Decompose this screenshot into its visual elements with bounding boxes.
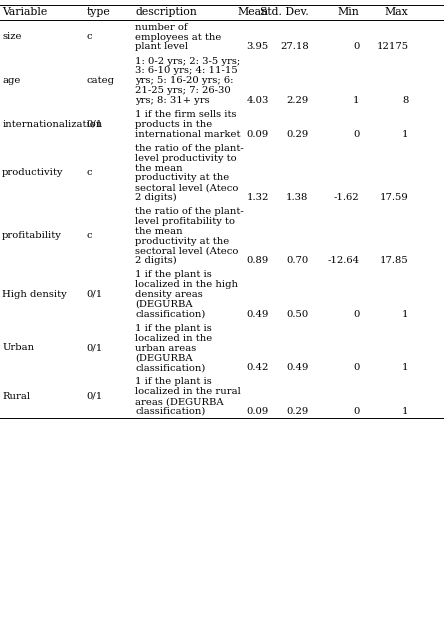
- Text: classification): classification): [135, 310, 206, 319]
- Text: 1: 1: [402, 407, 408, 416]
- Text: 4.03: 4.03: [246, 96, 269, 105]
- Text: employees at the: employees at the: [135, 32, 222, 42]
- Text: 21-25 yrs; 7: 26-30: 21-25 yrs; 7: 26-30: [135, 86, 231, 95]
- Text: 0.29: 0.29: [286, 407, 309, 416]
- Text: 8: 8: [402, 96, 408, 105]
- Text: international market: international market: [135, 129, 241, 139]
- Text: Urban: Urban: [2, 343, 34, 352]
- Text: 0: 0: [353, 407, 360, 416]
- Text: number of: number of: [135, 22, 188, 32]
- Text: Max: Max: [385, 7, 408, 17]
- Text: 0/1: 0/1: [87, 343, 103, 352]
- Text: 0/1: 0/1: [87, 392, 103, 401]
- Text: 27.18: 27.18: [280, 42, 309, 52]
- Text: High density: High density: [2, 290, 67, 299]
- Text: 0.70: 0.70: [286, 256, 309, 266]
- Text: plant level: plant level: [135, 42, 188, 52]
- Text: productivity at the: productivity at the: [135, 236, 230, 246]
- Text: description: description: [135, 7, 197, 17]
- Text: (DEGURBA: (DEGURBA: [135, 353, 193, 363]
- Text: classification): classification): [135, 407, 206, 416]
- Text: 1: 1: [402, 363, 408, 373]
- Text: yrs; 5: 16-20 yrs; 6:: yrs; 5: 16-20 yrs; 6:: [135, 76, 234, 85]
- Text: sectoral level (Ateco: sectoral level (Ateco: [135, 183, 239, 192]
- Text: 1.38: 1.38: [286, 193, 309, 202]
- Text: 0.49: 0.49: [246, 310, 269, 319]
- Text: areas (DEGURBA: areas (DEGURBA: [135, 397, 224, 406]
- Text: 2 digits): 2 digits): [135, 256, 177, 266]
- Text: level profitability to: level profitability to: [135, 217, 235, 226]
- Text: localized in the rural: localized in the rural: [135, 388, 241, 396]
- Text: c: c: [87, 32, 92, 41]
- Text: 1 if the plant is: 1 if the plant is: [135, 271, 212, 279]
- Text: density areas: density areas: [135, 290, 203, 299]
- Text: the mean: the mean: [135, 227, 183, 236]
- Text: Min: Min: [338, 7, 360, 17]
- Text: 0.89: 0.89: [246, 256, 269, 266]
- Text: 0.09: 0.09: [246, 407, 269, 416]
- Text: age: age: [2, 76, 20, 85]
- Text: 17.59: 17.59: [380, 193, 408, 202]
- Text: -1.62: -1.62: [334, 193, 360, 202]
- Text: 0: 0: [353, 129, 360, 139]
- Text: (DEGURBA: (DEGURBA: [135, 300, 193, 309]
- Text: 2 digits): 2 digits): [135, 193, 177, 202]
- Text: c: c: [87, 231, 92, 241]
- Text: 2.29: 2.29: [286, 96, 309, 105]
- Text: 0: 0: [353, 310, 360, 319]
- Text: 0.50: 0.50: [286, 310, 309, 319]
- Text: 3.95: 3.95: [246, 42, 269, 52]
- Text: profitability: profitability: [2, 231, 62, 241]
- Text: 0: 0: [353, 42, 360, 52]
- Text: internationalization: internationalization: [2, 119, 103, 129]
- Text: 0.49: 0.49: [286, 363, 309, 373]
- Text: 1 if the plant is: 1 if the plant is: [135, 378, 212, 386]
- Text: 3: 6-10 yrs; 4: 11-15: 3: 6-10 yrs; 4: 11-15: [135, 67, 238, 75]
- Text: type: type: [87, 7, 110, 17]
- Text: Std. Dev.: Std. Dev.: [260, 7, 309, 17]
- Text: 0/1: 0/1: [87, 119, 103, 129]
- Text: Variable: Variable: [2, 7, 48, 17]
- Text: 0.09: 0.09: [246, 129, 269, 139]
- Text: localized in the: localized in the: [135, 334, 213, 343]
- Text: -12.64: -12.64: [328, 256, 360, 266]
- Text: localized in the high: localized in the high: [135, 281, 238, 289]
- Text: productivity: productivity: [2, 168, 64, 177]
- Text: classification): classification): [135, 363, 206, 373]
- Text: 1.32: 1.32: [246, 193, 269, 202]
- Text: size: size: [2, 32, 22, 41]
- Text: 1: 1: [402, 310, 408, 319]
- Text: the mean: the mean: [135, 164, 183, 172]
- Text: sectoral level (Ateco: sectoral level (Ateco: [135, 246, 239, 256]
- Text: Rural: Rural: [2, 392, 30, 401]
- Text: productivity at the: productivity at the: [135, 174, 230, 182]
- Text: 1 if the firm sells its: 1 if the firm sells its: [135, 110, 237, 119]
- Text: 0.42: 0.42: [246, 363, 269, 373]
- Text: c: c: [87, 168, 92, 177]
- Text: 1 if the plant is: 1 if the plant is: [135, 324, 212, 333]
- Text: Mean: Mean: [238, 7, 269, 17]
- Text: categ: categ: [87, 76, 115, 85]
- Text: 12175: 12175: [377, 42, 408, 52]
- Text: 1: 0-2 yrs; 2: 3-5 yrs;: 1: 0-2 yrs; 2: 3-5 yrs;: [135, 57, 241, 65]
- Text: 17.85: 17.85: [380, 256, 408, 266]
- Text: 1: 1: [353, 96, 360, 105]
- Text: 0: 0: [353, 363, 360, 373]
- Text: products in the: products in the: [135, 120, 213, 129]
- Text: 0/1: 0/1: [87, 290, 103, 299]
- Text: yrs; 8: 31+ yrs: yrs; 8: 31+ yrs: [135, 96, 210, 105]
- Text: 0.29: 0.29: [286, 129, 309, 139]
- Text: the ratio of the plant-: the ratio of the plant-: [135, 207, 244, 216]
- Text: 1: 1: [402, 129, 408, 139]
- Text: level productivity to: level productivity to: [135, 154, 237, 163]
- Text: urban areas: urban areas: [135, 343, 197, 353]
- Text: the ratio of the plant-: the ratio of the plant-: [135, 144, 244, 153]
